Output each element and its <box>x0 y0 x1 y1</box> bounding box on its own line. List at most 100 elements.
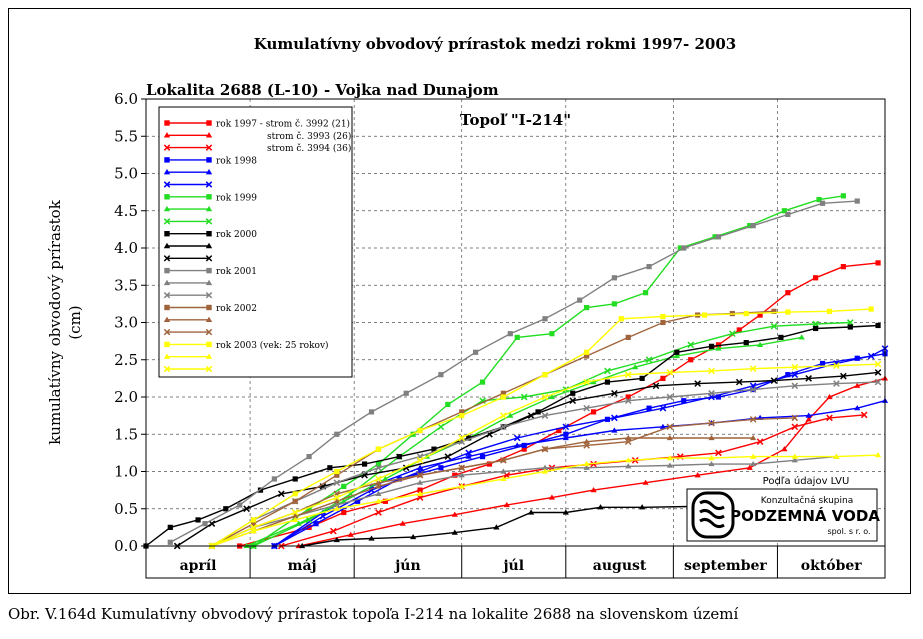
data-point-triangle <box>205 132 213 138</box>
data-point-triangle <box>333 501 340 508</box>
data-point-triangle <box>659 423 667 429</box>
data-point-triangle <box>715 345 722 351</box>
data-point-square <box>507 331 513 337</box>
grid <box>146 99 885 546</box>
data-point-x <box>770 322 778 330</box>
data-point-triangle <box>163 279 171 286</box>
data-point-x <box>333 494 341 501</box>
data-point-square <box>206 231 212 237</box>
data-point-square <box>660 313 666 320</box>
logo-mark-icon <box>691 491 735 539</box>
data-point-square <box>445 401 451 408</box>
data-point-triangle <box>583 464 590 470</box>
series-line <box>246 336 802 547</box>
legend-label: rok 2001 <box>216 267 257 277</box>
plot-area <box>145 98 886 579</box>
data-point-x <box>770 377 778 384</box>
data-point-x <box>791 423 799 431</box>
data-point-x <box>541 445 549 453</box>
data-point-triangle <box>541 464 549 470</box>
data-point-triangle <box>503 501 510 508</box>
data-point-square <box>563 431 569 437</box>
legend-label: strom č. 3993 (26) <box>267 131 351 142</box>
series <box>167 198 860 545</box>
figure-frame <box>8 8 911 594</box>
data-point-square <box>639 375 645 381</box>
data-point-x <box>205 144 213 151</box>
data-point-square <box>785 309 791 315</box>
data-point-triangle <box>708 454 715 461</box>
data-point-triangle <box>528 509 535 515</box>
data-point-square <box>417 487 423 493</box>
data-point-square <box>611 301 617 307</box>
data-point-x <box>729 330 736 338</box>
series <box>295 375 889 549</box>
data-point-square <box>781 208 787 214</box>
data-point-square <box>868 306 874 312</box>
data-point-x <box>583 442 590 449</box>
legend-item <box>163 316 213 322</box>
data-point-triangle <box>205 242 213 249</box>
data-point-triangle <box>451 529 458 535</box>
data-point-triangle <box>500 475 507 482</box>
data-point-square <box>819 200 826 206</box>
series <box>243 334 805 549</box>
y-axis-label-line1: kumulatívny obvodový prírastok <box>46 199 64 445</box>
data-point-triangle <box>500 468 507 474</box>
data-point-triangle <box>375 498 382 504</box>
data-point-x <box>791 363 799 371</box>
data-point-x <box>749 416 757 423</box>
data-point-square <box>327 465 333 471</box>
data-point-square <box>403 390 409 396</box>
data-point-triangle <box>514 442 521 448</box>
data-point-triangle <box>666 454 673 461</box>
x-month-label: jún <box>393 558 420 574</box>
legend-item <box>163 242 213 249</box>
data-point-x <box>624 371 632 378</box>
data-point-square <box>459 413 465 419</box>
data-point-triangle <box>590 487 597 493</box>
data-point-x <box>513 434 521 442</box>
legend-item: rok 2003 (vek: 25 rokov) <box>164 340 329 351</box>
data-point-triangle <box>798 334 805 340</box>
data-point-x <box>277 490 285 498</box>
legend-label: rok 2000 <box>216 230 257 240</box>
data-point-square <box>521 446 527 452</box>
data-point-square <box>438 465 444 471</box>
y-tick-label: 0.0 <box>114 537 138 555</box>
data-point-triangle <box>625 457 632 463</box>
data-point-triangle <box>854 382 861 388</box>
data-point-triangle <box>562 509 569 515</box>
data-point-x <box>708 419 715 427</box>
y-axis: 0.0 0.5 1.0 1.5 2.0 2.5 3.0 3.5 4.0 4.5 5.0 5.5 6.0 <box>114 90 146 555</box>
data-point-square <box>535 409 541 415</box>
data-point-x <box>749 386 757 393</box>
data-point-square <box>202 521 208 527</box>
data-point-square <box>355 498 361 504</box>
data-point-x <box>583 404 590 412</box>
data-point-x <box>791 371 799 378</box>
data-point-square <box>167 539 173 545</box>
data-point-square <box>757 312 763 318</box>
x-month-label: august <box>593 558 647 574</box>
data-point-square <box>778 334 784 340</box>
data-point-square <box>164 157 170 163</box>
data-point-triangle <box>347 531 354 537</box>
data-point-x <box>805 375 813 382</box>
data-point-square <box>206 120 212 126</box>
data-point-triangle <box>163 132 171 138</box>
data-point-triangle <box>694 472 701 478</box>
data-point-x <box>205 181 213 188</box>
data-point-square <box>743 310 749 317</box>
data-point-x <box>846 319 854 326</box>
data-point-triangle <box>375 490 382 496</box>
data-point-square <box>590 409 597 415</box>
data-point-square <box>570 390 576 396</box>
data-point-triangle <box>805 412 812 418</box>
data-point-square <box>292 491 298 497</box>
data-point-square <box>854 355 860 361</box>
data-point-triangle <box>451 511 458 517</box>
data-point-x <box>652 382 660 390</box>
data-point-x <box>163 144 171 151</box>
legend-item <box>163 353 213 359</box>
